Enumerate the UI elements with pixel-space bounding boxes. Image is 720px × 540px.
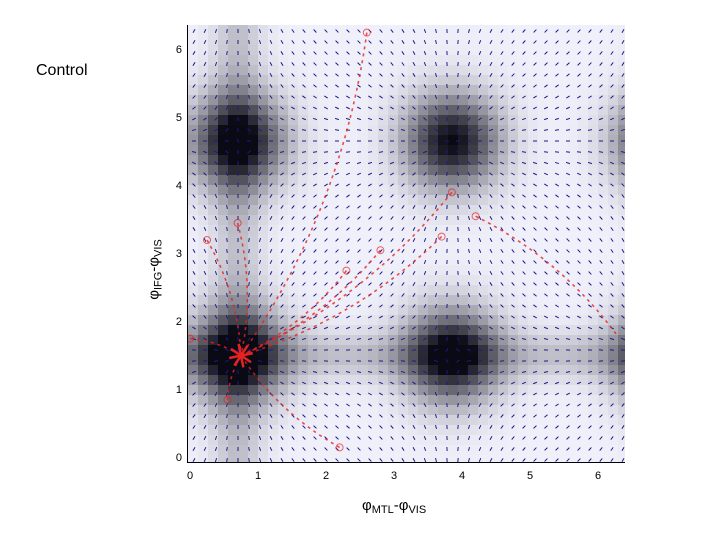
y-tick-1: 1 — [175, 384, 182, 396]
y-tick-4: 4 — [175, 180, 182, 192]
x-tick-3: 3 — [390, 470, 398, 482]
y-tick-0: 0 — [175, 452, 182, 464]
x-tick-2: 2 — [322, 470, 330, 482]
x-axis-label: φMTL-φVIS — [362, 497, 427, 516]
x-tick-6: 6 — [594, 470, 602, 482]
y-tick-2: 2 — [175, 316, 182, 328]
chart-title: Control — [36, 62, 88, 79]
x-tick-5: 5 — [526, 470, 534, 482]
y-tick-5: 5 — [175, 112, 182, 124]
y-axis-label: φIFG-φVIS — [145, 239, 165, 300]
y-tick-3: 3 — [175, 248, 182, 260]
x-tick-4: 4 — [458, 470, 466, 482]
plot-area — [187, 25, 625, 463]
x-tick-1: 1 — [254, 470, 262, 482]
y-tick-6: 6 — [175, 44, 182, 56]
x-tick-0: 0 — [186, 470, 194, 482]
phase-plane-svg — [188, 25, 625, 462]
